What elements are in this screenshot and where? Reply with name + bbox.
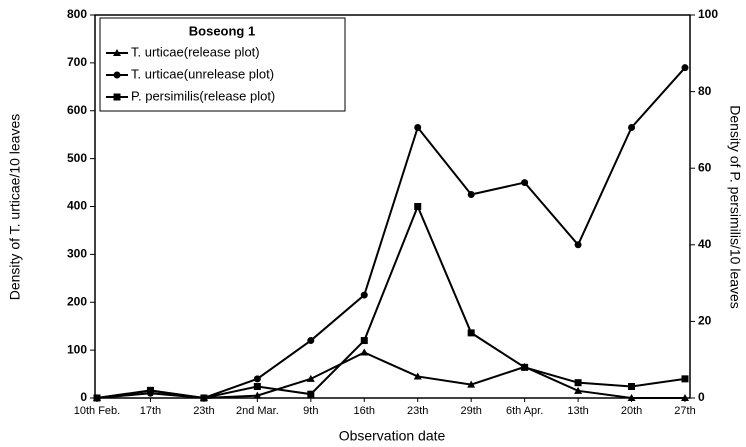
marker (200, 394, 208, 402)
series-line (96, 203, 686, 400)
y2-tick-label: 80 (698, 84, 712, 98)
marker (360, 348, 369, 356)
legend-label: T. urticae(release plot) (131, 44, 260, 59)
x-tick-label: 6th Apr. (506, 405, 543, 417)
y2-tick-label: 40 (698, 237, 712, 251)
y-tick-label: 200 (67, 294, 87, 308)
marker (467, 329, 475, 337)
y-tick-label: 100 (67, 342, 87, 356)
y-tick-label: 600 (67, 103, 87, 117)
series-line (96, 351, 685, 400)
marker (574, 379, 582, 387)
marker (307, 337, 315, 345)
marker (628, 124, 636, 132)
x-tick-label: 13th (567, 405, 588, 417)
y2-tick-label: 100 (698, 7, 718, 21)
marker (360, 291, 368, 299)
x-tick-label: 23th (407, 405, 428, 417)
marker (467, 191, 475, 199)
marker (360, 337, 368, 345)
marker (628, 383, 636, 391)
marker (253, 383, 261, 391)
marker (681, 394, 689, 401)
series-line (96, 66, 686, 400)
marker (681, 375, 689, 383)
x-tick-label: 17th (140, 405, 161, 417)
y2-tick-label: 20 (698, 314, 712, 328)
x-tick-label: 27th (674, 405, 695, 417)
y-axis-title: Density of T. urticae/10 leaves (7, 114, 23, 301)
marker (113, 49, 121, 56)
marker (574, 386, 583, 394)
marker (253, 391, 262, 399)
y2-tick-label: 0 (698, 390, 705, 404)
legend-title: Boseong 1 (189, 23, 255, 38)
x-tick-label: 29th (460, 405, 481, 417)
marker (253, 375, 261, 383)
marker (521, 363, 529, 371)
y-tick-label: 500 (67, 151, 87, 165)
marker (146, 386, 154, 394)
marker (113, 93, 121, 101)
legend-label: P. persimilis(release plot) (131, 88, 275, 103)
x-axis-title: Observation date (339, 428, 446, 444)
marker (521, 179, 529, 187)
marker (574, 241, 582, 249)
x-tick-label: 20th (621, 405, 642, 417)
legend: Boseong 1 T. urticae(release plot) T. urti… (99, 17, 346, 112)
y-tick-label: 0 (80, 390, 87, 404)
x-tick-label: 9th (303, 405, 318, 417)
legend-box (99, 17, 346, 112)
marker (681, 64, 689, 72)
y-tick-label: 400 (67, 199, 87, 213)
x-tick-label: 16th (354, 405, 375, 417)
marker (113, 71, 121, 79)
marker (414, 124, 422, 132)
y-tick-label: 800 (67, 7, 87, 21)
marker (467, 380, 476, 388)
legend-label: T. urticae(unrelease plot) (131, 66, 274, 81)
y-tick-label: 700 (67, 55, 87, 69)
x-tick-label: 10th Feb. (74, 405, 120, 417)
y-tick-label: 300 (67, 247, 87, 261)
marker (306, 374, 315, 382)
y2-axis-title: Density of P. persimilis/10 leaves (727, 105, 743, 309)
x-tick-label: 2nd Mar. (236, 405, 279, 417)
marker (414, 203, 422, 210)
y2-tick-label: 60 (698, 160, 712, 174)
marker (413, 372, 422, 380)
marker (307, 390, 315, 398)
marker (93, 394, 101, 402)
x-tick-label: 23th (193, 405, 214, 417)
marker (627, 394, 636, 401)
